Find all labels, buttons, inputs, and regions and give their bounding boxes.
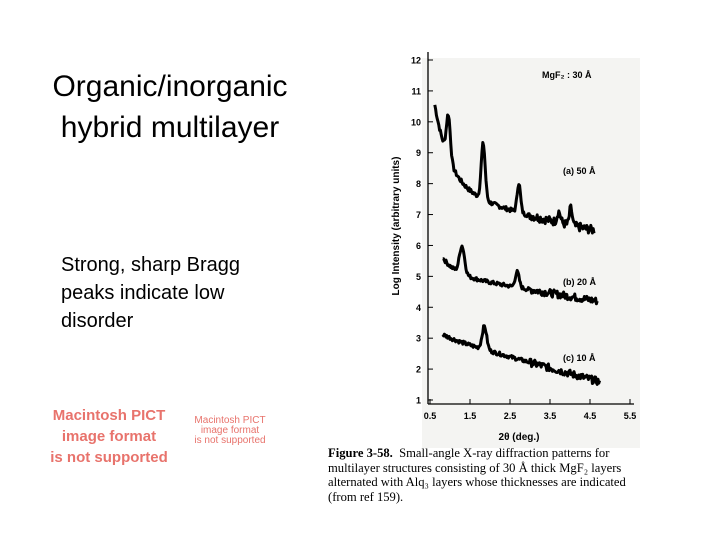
slide-title: Organic/inorganic hybrid multilayer <box>20 66 320 148</box>
y-tick-label: 8 <box>416 179 421 189</box>
placeholder-small-line-1: Macintosh PICT <box>194 415 266 426</box>
curve-b <box>442 244 599 306</box>
annotation-mgf2: MgF₂ : 30 Å <box>542 70 592 80</box>
bullet-line-2: peaks indicate low <box>61 282 225 304</box>
caption-figure-label: Figure 3-58. <box>328 446 393 460</box>
x-tick-label: 5.5 <box>624 411 637 421</box>
placeholder-line-1: Macintosh PICT <box>52 407 166 424</box>
placeholder-small-line-3: is not supported <box>194 435 266 446</box>
placeholder-small-line-2: image format <box>200 425 260 436</box>
y-axis-label: Log Intensity (arbitrary units) <box>391 157 402 296</box>
xrd-figure: 1 2 3 4 5 6 7 8 9 10 11 12 0.5 1.5 2.5 3.5 4.5 5.5 Log I… <box>372 48 640 448</box>
unsupported-image-placeholder-large: Macintosh PICT image format is not suppo… <box>44 405 174 468</box>
y-tick-label: 3 <box>416 334 421 344</box>
caption-line-4: (from ref 159). <box>328 489 404 504</box>
y-tick-label: 9 <box>416 148 421 158</box>
curve-label-a: (a) 50 Å <box>563 166 596 176</box>
y-tick-label: 4 <box>416 303 421 313</box>
curve-c <box>441 324 602 386</box>
x-tick-label: 2.5 <box>504 411 517 421</box>
bullet-text: Strong, sharp Bragg peaks indicate low d… <box>61 251 321 335</box>
x-tick-label: 0.5 <box>424 411 437 421</box>
caption-line-1: Figure 3-58. Small-angle X-ray diffracti… <box>328 446 698 461</box>
x-tick-label: 1.5 <box>464 411 477 421</box>
y-tick-label: 7 <box>416 210 421 220</box>
slide-title-line-1: Organic/inorganic <box>52 70 288 103</box>
x-axis-label: 2θ (deg.) <box>499 432 540 443</box>
y-tick-label: 6 <box>416 241 421 251</box>
curve-label-b: (b) 20 Å <box>563 277 597 287</box>
curve-label-c: (c) 10 Å <box>563 353 596 363</box>
y-tick-label: 11 <box>411 86 421 96</box>
unsupported-image-placeholder-small: Macintosh PICT image format is not suppo… <box>168 416 292 446</box>
y-tick-label: 5 <box>416 272 421 282</box>
y-tick-label: 10 <box>411 117 421 127</box>
caption-line-3: alternated with Alq₃ layers whose thickn… <box>328 475 626 489</box>
placeholder-line-2: image format <box>61 428 157 445</box>
scan-background <box>422 58 640 448</box>
placeholder-line-3: is not supported <box>50 449 168 466</box>
caption-line-2: multilayer structures consisting of 30 Å… <box>328 460 622 475</box>
y-tick-label: 1 <box>416 396 421 406</box>
x-tick-label: 4.5 <box>584 411 597 421</box>
bullet-line-3: disorder <box>61 310 134 332</box>
bullet-line-1: Strong, sharp Bragg <box>61 254 240 276</box>
caption-line-1-text: Small-angle X-ray diffraction patterns f… <box>399 446 610 460</box>
figure-caption: Figure 3-58. Small-angle X-ray diffracti… <box>328 446 698 504</box>
x-tick-label: 3.5 <box>544 411 557 421</box>
y-tick-label: 12 <box>411 56 421 66</box>
slide-title-line-2: hybrid multilayer <box>60 111 280 144</box>
y-tick-label: 2 <box>416 365 421 375</box>
curve-a <box>433 104 596 235</box>
